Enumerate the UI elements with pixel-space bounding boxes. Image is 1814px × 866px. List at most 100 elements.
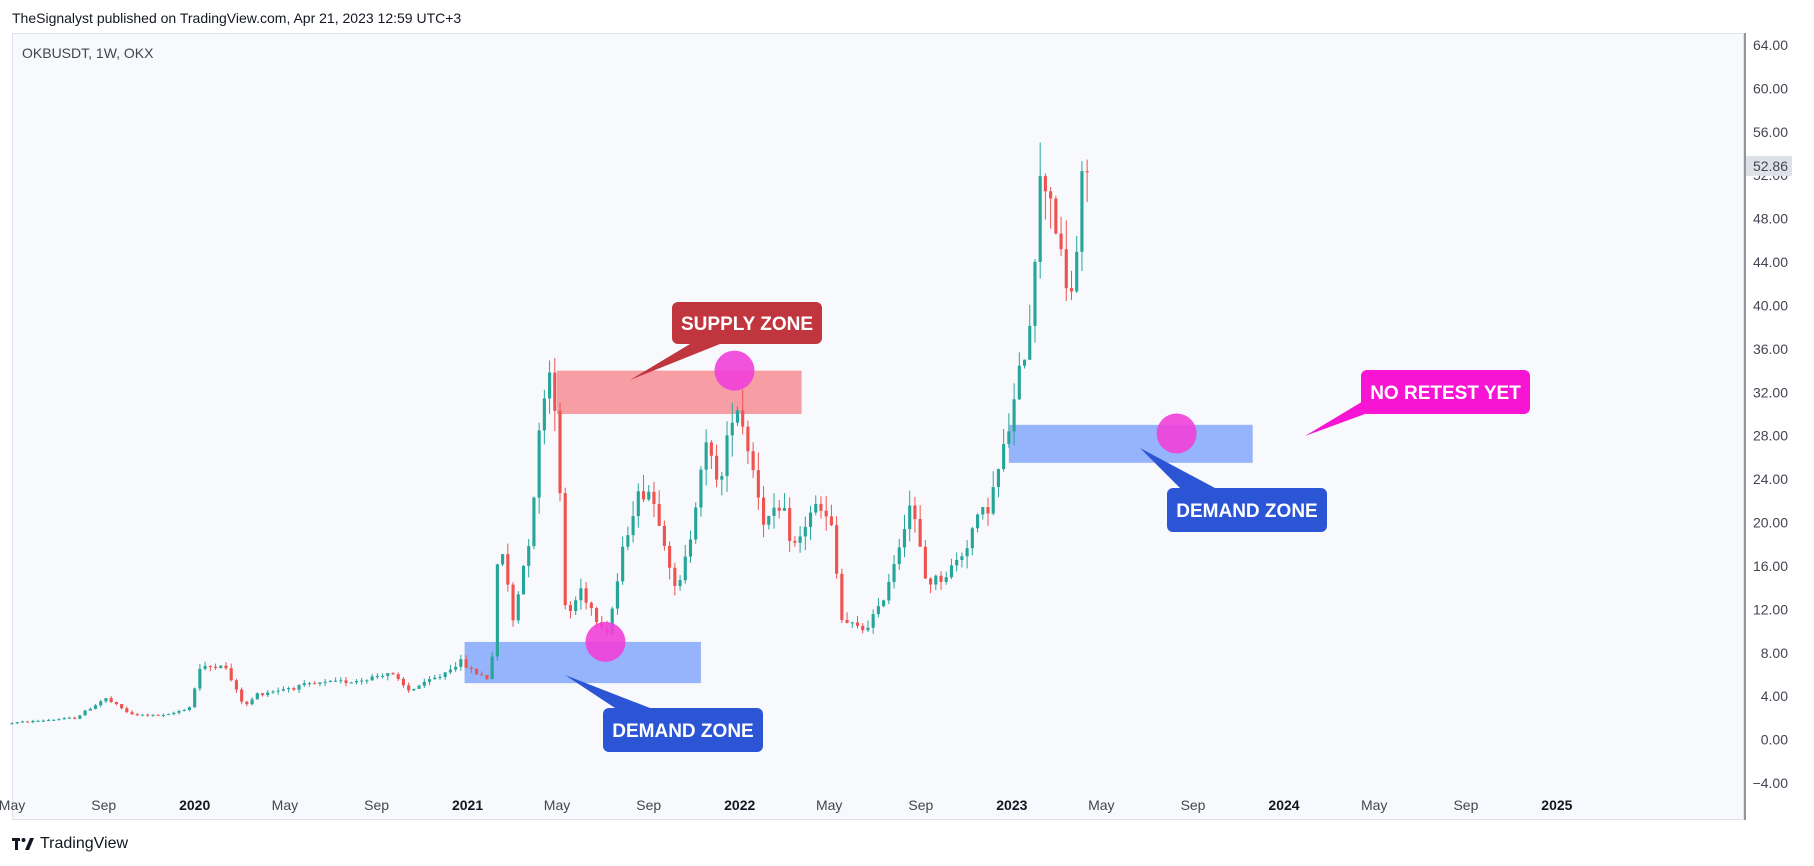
x-tick-label: Sep [1453, 797, 1478, 813]
candle-body [1033, 261, 1037, 326]
candle-body [73, 717, 77, 719]
candle-body [266, 692, 270, 696]
y-tick-label: 44.00 [1753, 254, 1788, 270]
candle-body [751, 451, 755, 471]
candle-body [782, 508, 787, 511]
candle-body [615, 581, 619, 609]
y-tick-label: 0.00 [1761, 732, 1788, 748]
candle-body [386, 673, 390, 676]
demand-zone [464, 641, 701, 684]
candle-body [521, 565, 526, 595]
x-tick-label: May [816, 797, 842, 813]
candle-body [46, 720, 51, 722]
x-tick-label: May [1088, 797, 1114, 813]
candle-body [20, 721, 25, 723]
candle-body [568, 605, 573, 612]
candle-body [949, 565, 954, 578]
demand-zone [1008, 424, 1253, 463]
x-tick-label: 2022 [724, 797, 755, 813]
candle-body [219, 665, 223, 668]
candle-body [396, 674, 400, 679]
candle-body [104, 698, 108, 702]
candle-body [62, 718, 66, 720]
candle-body [673, 567, 677, 587]
candle-body [501, 554, 505, 565]
candle-body [574, 600, 578, 612]
candle-body [334, 680, 338, 682]
callout-box [1361, 370, 1530, 414]
candle-body [902, 529, 907, 548]
candle-body [855, 622, 860, 626]
candle-body [688, 539, 693, 557]
candle-body [57, 719, 61, 721]
candle-body [438, 676, 442, 678]
candle-body [594, 608, 599, 623]
candle-body [114, 702, 118, 705]
candle-body [756, 470, 760, 498]
candle-body [422, 681, 426, 686]
candle-body [99, 701, 103, 706]
candle-body [454, 666, 458, 670]
candle-body [287, 688, 291, 690]
candle-body [1002, 444, 1006, 470]
candle-body [459, 659, 463, 667]
candle-body [417, 685, 421, 689]
candle-body [532, 497, 536, 547]
candle-body [678, 580, 682, 587]
tradingview-logo-icon [12, 838, 34, 850]
candle-body [876, 606, 880, 615]
candle-body [26, 721, 30, 723]
candle-body [198, 668, 202, 689]
candle-body [224, 665, 228, 669]
x-tick-label: 2025 [1541, 797, 1572, 813]
candle-body [939, 575, 943, 582]
brand-label: TradingView [40, 835, 129, 852]
candle-body [641, 491, 646, 500]
candle-body [631, 516, 635, 536]
candle-body [923, 546, 927, 579]
x-tick-label: May [0, 797, 25, 813]
candle-body [840, 573, 844, 621]
candle-body [167, 714, 171, 716]
candle-body [260, 693, 265, 696]
candle-body [490, 656, 494, 680]
candle-body [1049, 191, 1053, 199]
tradingview-brand[interactable]: TradingView [12, 835, 128, 853]
candle-body [365, 680, 369, 682]
candle-body [918, 519, 922, 547]
candle-body [694, 507, 698, 540]
candle-body [495, 564, 499, 657]
retest-marker [714, 350, 755, 391]
candle-body [647, 491, 651, 500]
y-tick-label: 16.00 [1753, 558, 1788, 574]
candle-body [725, 435, 729, 477]
candle-body [52, 719, 56, 721]
candle-body [469, 667, 473, 669]
candle-body [944, 577, 948, 582]
candle-body [41, 720, 45, 722]
x-tick-label: 2021 [452, 797, 483, 813]
candle-body [1043, 176, 1047, 192]
candle-body [360, 680, 364, 682]
callout-pointer [565, 675, 650, 708]
y-tick-label: 24.00 [1753, 471, 1788, 487]
candle-body [803, 526, 807, 537]
candle-body [135, 714, 139, 716]
candle-body [1017, 365, 1021, 400]
demand-label: DEMAND ZONE [612, 721, 753, 742]
y-tick-label: 4.00 [1761, 688, 1788, 704]
x-tick-label: Sep [636, 797, 661, 813]
supply-label: SUPPLY ZONE [681, 314, 813, 335]
candle-body [537, 430, 541, 498]
y-tick-label: 20.00 [1753, 515, 1788, 531]
y-tick-label: −4.00 [1753, 775, 1789, 791]
candle-body [819, 503, 823, 511]
x-tick-label: May [1361, 797, 1387, 813]
supply-zone [557, 370, 802, 414]
y-tick-label: 28.00 [1753, 428, 1788, 444]
candle-body [709, 442, 713, 456]
x-tick-label: 2024 [1268, 797, 1299, 813]
symbol-label: OKBUSDT, 1W, OKX [22, 45, 154, 61]
candle-body [793, 540, 797, 543]
